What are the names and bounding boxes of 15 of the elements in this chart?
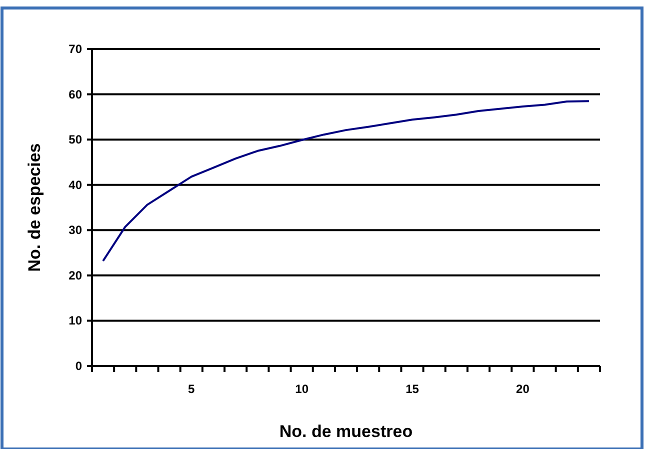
x-tick-label: 20 <box>516 382 530 396</box>
y-tick-label: 40 <box>68 178 82 192</box>
x-tick-label: 15 <box>406 382 420 396</box>
x-axis-title: No. de muestreo <box>279 422 413 441</box>
line-series <box>102 100 590 262</box>
y-tick-label: 50 <box>68 132 82 147</box>
y-axis-title: No. de especies <box>25 143 44 272</box>
y-tick-label: 70 <box>68 42 82 56</box>
y-tick-label: 30 <box>68 223 82 238</box>
y-tick-label: 10 <box>68 314 82 328</box>
y-tick-label: 0 <box>75 359 82 373</box>
x-tick-label: 5 <box>188 382 196 396</box>
y-tick-label: 60 <box>68 87 82 102</box>
y-tick-label: 20 <box>68 268 82 282</box>
x-tick-label: 10 <box>295 382 309 396</box>
